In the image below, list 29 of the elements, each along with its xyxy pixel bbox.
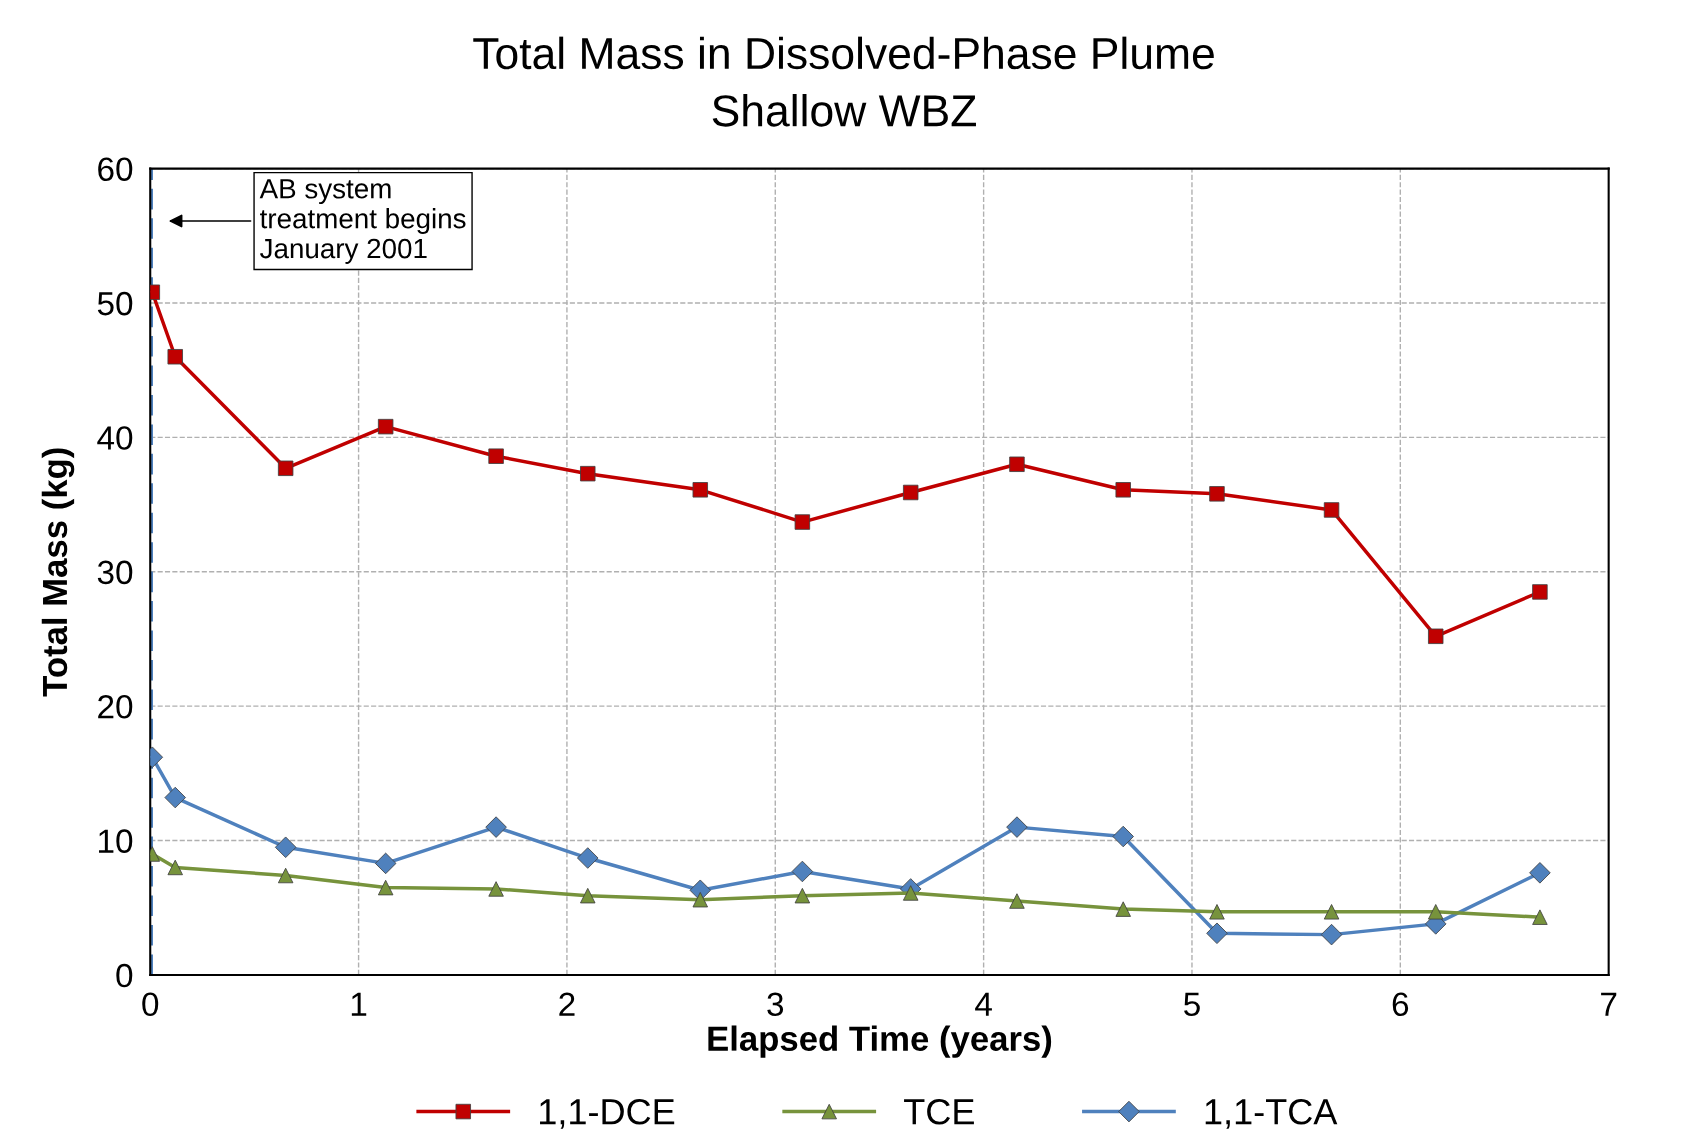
x-axis-title: Elapsed Time (years) — [708, 1025, 1052, 1058]
y-tick-label: 60 — [98, 157, 133, 182]
x-tick-label: 6 — [1392, 992, 1409, 1017]
x-tick-label: 0 — [142, 992, 159, 1017]
annotation: AB system treatment begins January 2001 — [259, 179, 466, 264]
point — [577, 847, 599, 869]
y-tick-label: 30 — [97, 560, 133, 585]
point — [1112, 825, 1134, 848]
legend-label: 1,1-TCA — [1205, 1099, 1338, 1129]
y-tick-label: 50 — [97, 291, 133, 316]
y-tick-label: 20 — [98, 694, 133, 719]
chart-title: Total Mass in Dissolved-Phase Plume — [473, 36, 1214, 70]
x-tick-label: 4 — [975, 992, 992, 1016]
point — [485, 816, 507, 838]
y-axis-title: Total Mass (kg) — [41, 448, 75, 697]
point — [580, 465, 596, 482]
y-tick-label: 40 — [97, 426, 133, 450]
y-tick-label: 0 — [116, 963, 133, 988]
y-tick-label: 10 — [99, 829, 133, 853]
x-tick-label: 7 — [1601, 992, 1617, 1016]
legend-label: 1,1-DCE — [540, 1099, 675, 1129]
point — [377, 418, 394, 435]
x-tick-label: 3 — [767, 992, 784, 1017]
point — [1206, 922, 1228, 945]
x-tick-label: 2 — [559, 992, 575, 1016]
chart-subtitle: Shallow WBZ — [712, 93, 976, 127]
x-tick-label: 1 — [351, 992, 367, 1016]
legend-label: TCE — [904, 1099, 974, 1125]
x-tick-label: 5 — [1184, 992, 1200, 1017]
